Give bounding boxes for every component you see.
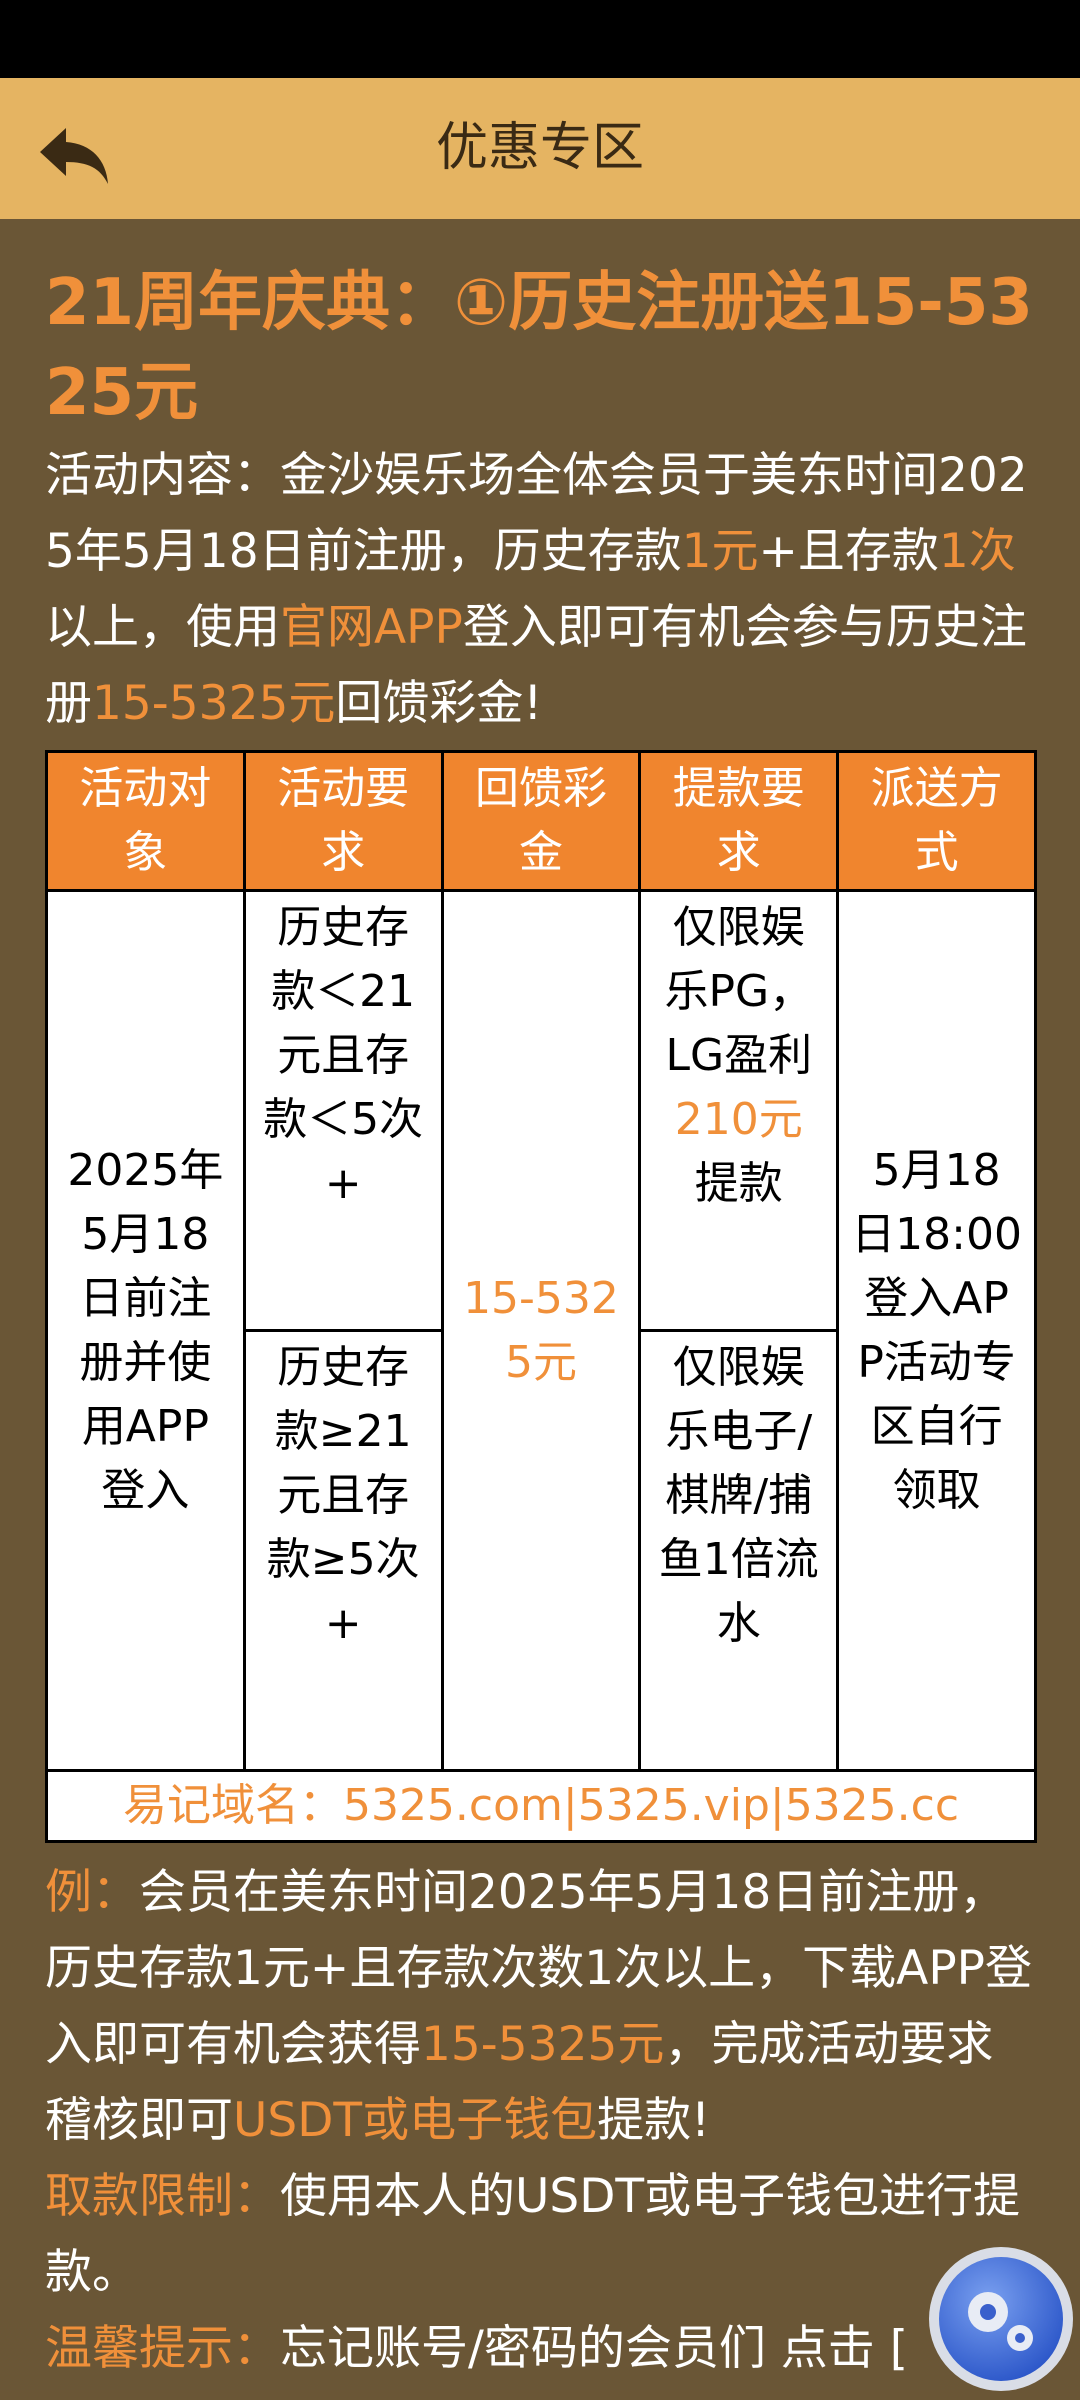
table-row: 历史存款≥21元且存款≥5次+ 仅限娱乐电子/棋牌/捕鱼1倍流水 <box>47 1329 1036 1772</box>
text-segment: ，完成活动要求稽核即可 <box>45 2017 994 2148</box>
text-segment: 活动内容：金沙娱乐场全体会员于美东时间2025年5月18日前注册，历史存款 <box>45 448 1028 579</box>
bonus-cell: 15-5325元 <box>440 889 642 1772</box>
column-header: 派送方式 <box>836 750 1037 892</box>
withdrawal-cell: 仅限娱乐PG，LG盈利 210元提款 <box>638 889 840 1332</box>
text-segment: 1次 <box>938 524 1016 579</box>
text-segment: 回馈彩金! <box>335 676 543 731</box>
text-segment: 忘记账号/密码的会员们 点击 [ <box>280 2321 909 2376</box>
table-footer: 易记域名：5325.com|5325.vip|5325.cc <box>45 1769 1037 1843</box>
table-header: 活动对象 活动要求 回馈彩金 提款要求 派送方式 <box>45 750 1037 892</box>
target-cell: 2025年5月18日前注册并使用APP登入 <box>45 889 246 1772</box>
table-row: 2025年5月18日前注册并使用APP登入 历史存款＜21元且存款＜5次+ 15… <box>45 889 1037 1772</box>
promo-content: 活动内容：金沙娱乐场全体会员于美东时间2025年5月18日前注册，历史存款1元+… <box>45 438 1037 742</box>
header-title: 优惠专区 <box>435 118 644 178</box>
promo-table: 活动对象 活动要求 回馈彩金 提款要求 派送方式 2025年5月18日前注册并使用APP… <box>45 750 1037 1843</box>
text-segment: 15-5325元 <box>92 676 336 731</box>
settings-button[interactable] <box>926 2244 1076 2394</box>
content: 21周年庆典：①历史注册送15-5325元 活动内容：金沙娱乐场全体会员于美东时… <box>45 258 1037 2387</box>
text-segment: 仅限娱乐PG，LG盈利 <box>664 902 814 1081</box>
text-segment: 使用本人的USDT或电子钱包进行提款。 <box>45 2169 1021 2300</box>
text-segment: +且存款 <box>758 524 939 579</box>
text-segment: 以上，使用 <box>45 600 280 655</box>
text-segment: 会员在美东时间2025年5月18日前注册，历史存款1元+且存款次数1次以上，下载… <box>45 1865 1033 2072</box>
text-segment: 210元 <box>674 1094 803 1145</box>
text-segment: 取款限制： <box>45 2169 280 2224</box>
requirement-cell: 历史存款≥21元且存款≥5次+ <box>242 1329 444 1772</box>
notes: 例：会员在美东时间2025年5月18日前注册，历史存款1元+且存款次数1次以上，… <box>45 1855 1037 2387</box>
limit-note: 取款限制：使用本人的USDT或电子钱包进行提款。 <box>45 2159 1037 2311</box>
text-segment: USDT或电子钱包 <box>233 2093 598 2148</box>
requirement-cell: 历史存款＜21元且存款＜5次+ <box>242 889 444 1332</box>
text-segment: 仅限娱乐电子/棋牌/捕鱼1倍流水 <box>658 1342 819 1649</box>
text-segment: 例： <box>45 1865 139 1920</box>
example-note: 例：会员在美东时间2025年5月18日前注册，历史存款1元+且存款次数1次以上，… <box>45 1855 1037 2159</box>
column-header: 活动对象 <box>45 750 246 892</box>
delivery-cell: 5月18日18:00登入APP活动专区自行领取 <box>836 889 1037 1772</box>
header: 优惠专区 <box>0 78 1080 219</box>
text-segment: 提款 <box>694 1158 783 1209</box>
back-button[interactable] <box>36 122 116 192</box>
text-segment: 1元 <box>681 524 759 579</box>
column-header: 回馈彩金 <box>440 750 642 892</box>
column-header: 活动要求 <box>242 750 444 892</box>
text-segment: 提款! <box>597 2093 710 2148</box>
text-segment: 15-5325元 <box>421 2017 665 2072</box>
text-segment: 温馨提示： <box>45 2321 280 2376</box>
text-segment: 登入即可有机会参与历史注册 <box>45 600 1027 731</box>
domain-note: 易记域名：5325.com|5325.vip|5325.cc <box>45 1769 1037 1843</box>
withdrawal-cell: 仅限娱乐电子/棋牌/捕鱼1倍流水 <box>638 1329 840 1772</box>
promo-title: 21周年庆典：①历史注册送15-5325元 <box>45 266 1033 430</box>
tip-note: 温馨提示：忘记账号/密码的会员们 点击 [ <box>45 2311 1037 2387</box>
text-segment: 官网APP <box>280 600 463 655</box>
status-bar <box>0 0 1080 78</box>
column-header: 提款要求 <box>638 750 840 892</box>
